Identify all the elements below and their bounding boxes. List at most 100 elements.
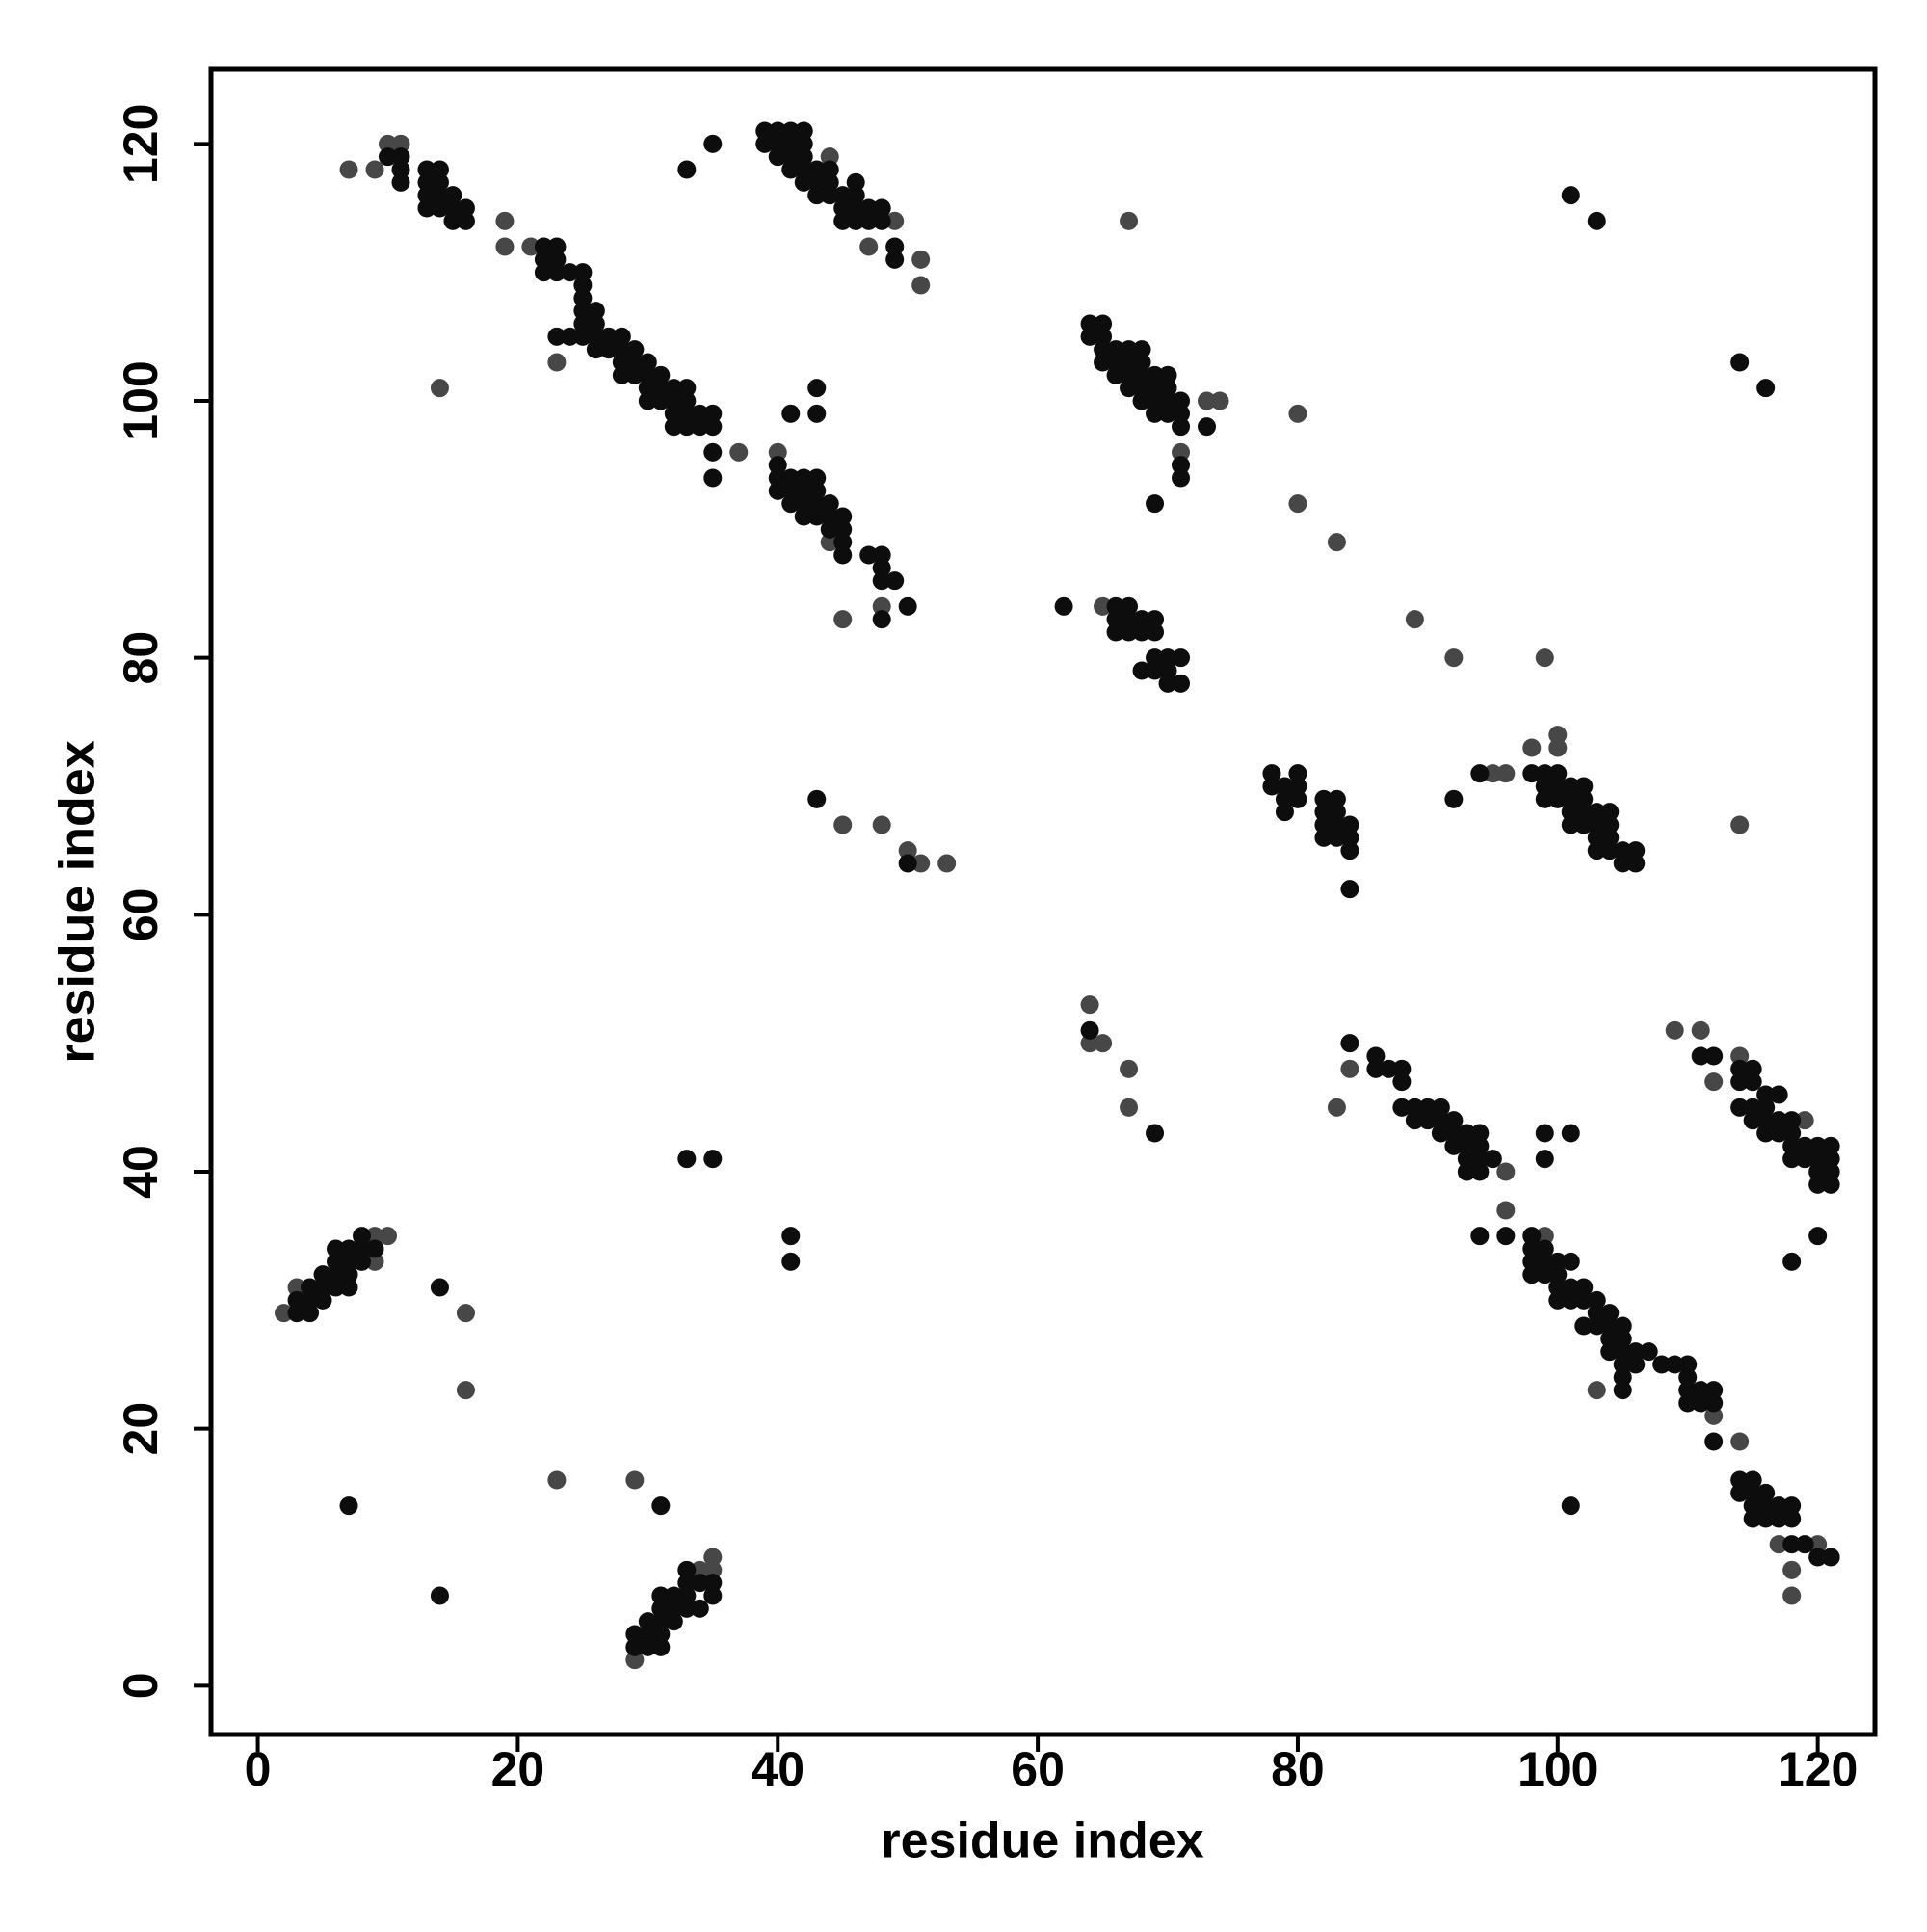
point bbox=[755, 121, 775, 141]
point bbox=[1769, 1085, 1788, 1104]
point bbox=[495, 237, 515, 256]
point bbox=[638, 391, 657, 410]
point bbox=[1172, 674, 1191, 693]
y-tick-label: 120 bbox=[114, 104, 168, 184]
point bbox=[703, 1548, 723, 1567]
x-axis-title: residue index bbox=[881, 1813, 1203, 1869]
point bbox=[794, 172, 813, 192]
point bbox=[1704, 1393, 1724, 1413]
point bbox=[690, 417, 709, 437]
point bbox=[807, 468, 827, 488]
point bbox=[1756, 379, 1776, 398]
point bbox=[1535, 1252, 1554, 1271]
point bbox=[1743, 1059, 1762, 1078]
point bbox=[1613, 854, 1632, 873]
point bbox=[1626, 841, 1646, 860]
point bbox=[534, 263, 553, 282]
point bbox=[547, 237, 567, 256]
point bbox=[1158, 365, 1177, 384]
point bbox=[859, 198, 879, 218]
point bbox=[638, 1625, 657, 1644]
point bbox=[1327, 828, 1346, 847]
point bbox=[651, 1625, 671, 1644]
point bbox=[1613, 1342, 1632, 1362]
point bbox=[1314, 803, 1333, 822]
point bbox=[573, 314, 593, 333]
point bbox=[1600, 815, 1620, 834]
point bbox=[1327, 815, 1346, 834]
point bbox=[534, 250, 553, 269]
point bbox=[1821, 1175, 1840, 1194]
point bbox=[664, 1612, 683, 1631]
point bbox=[313, 1265, 332, 1284]
point bbox=[1756, 1111, 1776, 1130]
point bbox=[781, 481, 801, 500]
point bbox=[638, 353, 657, 372]
point bbox=[1275, 777, 1294, 796]
point bbox=[301, 1290, 320, 1310]
point bbox=[1158, 648, 1177, 668]
point bbox=[1080, 327, 1099, 346]
point bbox=[1132, 622, 1151, 642]
point bbox=[1756, 1098, 1776, 1117]
point bbox=[768, 456, 787, 475]
point bbox=[1106, 622, 1125, 642]
point bbox=[1132, 353, 1151, 372]
point bbox=[1730, 1046, 1750, 1066]
point bbox=[1080, 1020, 1099, 1040]
point bbox=[1691, 1020, 1710, 1040]
y-tick-label: 100 bbox=[114, 360, 168, 440]
point bbox=[417, 186, 436, 205]
point bbox=[1730, 1059, 1750, 1078]
point bbox=[1483, 764, 1502, 783]
point bbox=[1470, 1227, 1490, 1246]
point bbox=[820, 494, 839, 514]
point bbox=[651, 1612, 671, 1631]
point bbox=[690, 404, 709, 423]
point bbox=[1094, 327, 1113, 346]
point bbox=[1392, 1059, 1412, 1078]
point bbox=[1782, 1586, 1802, 1605]
point bbox=[1535, 1227, 1554, 1246]
point bbox=[807, 481, 827, 500]
point bbox=[1106, 610, 1125, 629]
point bbox=[1146, 648, 1165, 668]
point bbox=[353, 1227, 372, 1246]
point bbox=[690, 1574, 709, 1593]
point bbox=[664, 1586, 683, 1605]
point bbox=[1665, 1355, 1684, 1374]
point bbox=[1769, 1111, 1788, 1130]
point bbox=[1172, 442, 1191, 462]
point bbox=[378, 1227, 397, 1246]
point bbox=[1132, 340, 1151, 359]
point bbox=[1080, 995, 1099, 1015]
point bbox=[1678, 1393, 1698, 1413]
point bbox=[275, 1304, 294, 1323]
point bbox=[1730, 1098, 1750, 1117]
point bbox=[807, 494, 827, 514]
point bbox=[1457, 1162, 1476, 1181]
point bbox=[1120, 596, 1139, 616]
point bbox=[1548, 1278, 1568, 1297]
point bbox=[1808, 1175, 1828, 1194]
point bbox=[1158, 661, 1177, 680]
x-tick-label: 20 bbox=[491, 1742, 545, 1796]
point bbox=[768, 121, 787, 141]
point bbox=[391, 134, 410, 153]
point bbox=[586, 327, 605, 346]
point bbox=[1548, 1252, 1568, 1271]
point bbox=[1561, 1252, 1580, 1271]
point bbox=[1340, 1034, 1359, 1053]
point bbox=[1535, 1150, 1554, 1169]
point bbox=[1743, 1098, 1762, 1117]
point bbox=[417, 160, 436, 179]
point bbox=[1146, 404, 1165, 423]
point bbox=[1496, 1201, 1516, 1220]
point bbox=[1574, 1290, 1594, 1310]
point bbox=[1587, 815, 1606, 834]
point bbox=[1457, 1150, 1476, 1169]
point bbox=[378, 134, 397, 153]
point bbox=[327, 1265, 346, 1284]
point bbox=[599, 327, 619, 346]
x-tick-label: 0 bbox=[245, 1742, 272, 1796]
